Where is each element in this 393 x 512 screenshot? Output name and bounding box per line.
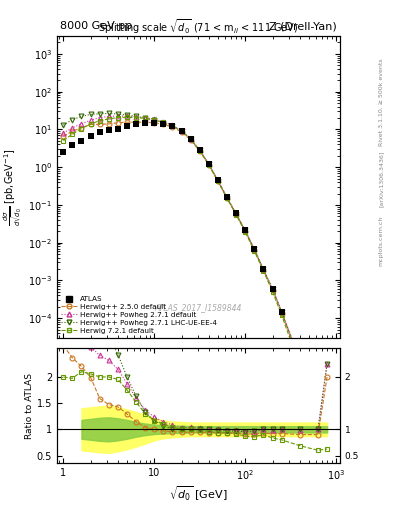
Text: Z (Drell-Yan): Z (Drell-Yan): [269, 22, 337, 31]
Text: mcplots.cern.ch: mcplots.cern.ch: [379, 216, 384, 266]
X-axis label: $\sqrt{d_0}$ [GeV]: $\sqrt{d_0}$ [GeV]: [169, 485, 228, 503]
Text: 8000 GeV pp: 8000 GeV pp: [60, 22, 132, 31]
Text: ATLAS_2017_I1589844: ATLAS_2017_I1589844: [155, 303, 242, 312]
Text: [arXiv:1306.3436]: [arXiv:1306.3436]: [379, 151, 384, 207]
Y-axis label: $\frac{d\sigma}{d\sqrt{d_0}}$ [pb,GeV$^{-1}$]: $\frac{d\sigma}{d\sqrt{d_0}}$ [pb,GeV$^{…: [2, 148, 25, 226]
Text: Rivet 3.1.10, ≥ 500k events: Rivet 3.1.10, ≥ 500k events: [379, 58, 384, 146]
Legend: ATLAS, Herwig++ 2.5.0 default, Herwig++ Powheg 2.7.1 default, Herwig++ Powheg 2.: ATLAS, Herwig++ 2.5.0 default, Herwig++ …: [60, 294, 219, 335]
Title: Splitting scale $\sqrt{d_0}$ (71 < m$_{ll}$ < 111 GeV): Splitting scale $\sqrt{d_0}$ (71 < m$_{l…: [98, 17, 299, 36]
Y-axis label: Ratio to ATLAS: Ratio to ATLAS: [25, 373, 34, 439]
